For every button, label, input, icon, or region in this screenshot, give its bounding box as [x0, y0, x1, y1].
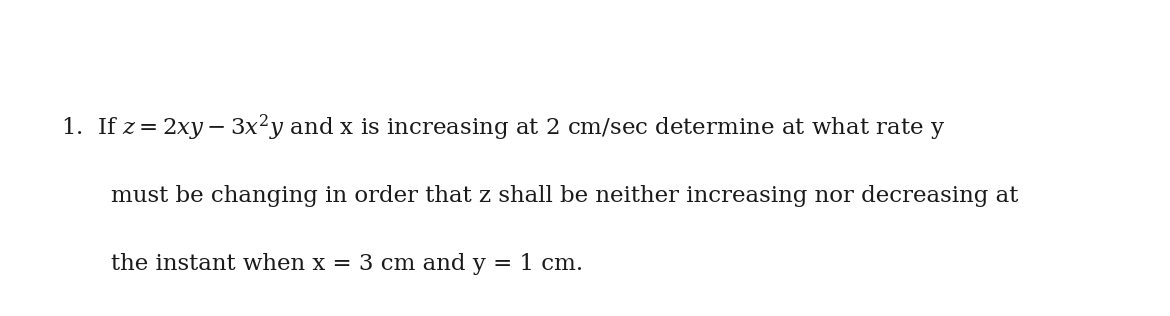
Text: the instant when x = 3 cm and y = 1 cm.: the instant when x = 3 cm and y = 1 cm. [111, 253, 584, 275]
Text: 1.  If $z = 2xy - 3x^{2}y$ and x is increasing at 2 cm/sec determine at what rat: 1. If $z = 2xy - 3x^{2}y$ and x is incre… [61, 113, 945, 143]
Text: must be changing in order that z shall be neither increasing nor decreasing at: must be changing in order that z shall b… [111, 185, 1019, 207]
